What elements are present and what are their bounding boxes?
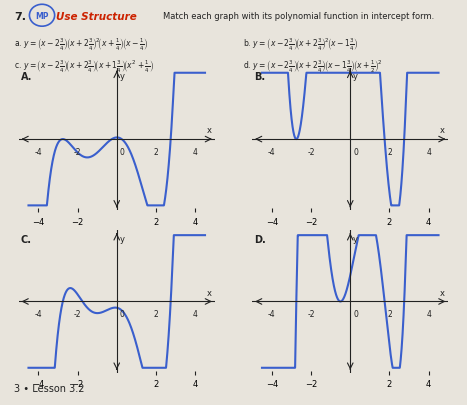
- Text: x: x: [206, 126, 212, 135]
- Text: 7.: 7.: [14, 12, 26, 22]
- Text: -4: -4: [268, 309, 276, 319]
- Text: MP: MP: [35, 12, 49, 21]
- Text: c. $y=\left(x-2\frac{3}{4}\right)\!\left(x+2\frac{3}{4}\right)\!\left(x+1\frac{3: c. $y=\left(x-2\frac{3}{4}\right)\!\left…: [14, 59, 154, 75]
- Text: -2: -2: [74, 309, 81, 319]
- Text: x: x: [440, 288, 445, 297]
- Text: B.: B.: [254, 72, 265, 82]
- Text: -2: -2: [307, 309, 315, 319]
- Text: Use Structure: Use Structure: [56, 12, 137, 22]
- Text: D.: D.: [254, 234, 266, 244]
- Text: 0: 0: [120, 147, 125, 157]
- Text: 2: 2: [154, 147, 158, 157]
- Text: 4: 4: [426, 309, 431, 319]
- Text: y: y: [353, 72, 358, 81]
- Text: y: y: [120, 72, 125, 81]
- Text: 0: 0: [120, 309, 125, 319]
- Text: 0: 0: [353, 309, 358, 319]
- Text: 2: 2: [387, 147, 392, 157]
- Text: b. $y=\left(x-2\frac{3}{4}\right)\!\left(x+2\frac{3}{4}\right)^{\!2}\!\left(x-1\: b. $y=\left(x-2\frac{3}{4}\right)\!\left…: [243, 36, 358, 53]
- Text: a. $y=\left(x-2\frac{3}{4}\right)\!\left(x+2\frac{3}{4}\right)^{\!2}\!\left(x+\f: a. $y=\left(x-2\frac{3}{4}\right)\!\left…: [14, 36, 149, 53]
- Text: 2: 2: [387, 309, 392, 319]
- Text: 4: 4: [426, 147, 431, 157]
- Text: y: y: [120, 234, 125, 243]
- Text: Match each graph with its polynomial function in intercept form.: Match each graph with its polynomial fun…: [163, 12, 435, 21]
- Text: y: y: [353, 234, 358, 243]
- Text: C.: C.: [21, 234, 32, 244]
- Text: 4: 4: [193, 147, 198, 157]
- Text: -2: -2: [74, 147, 81, 157]
- Text: 2: 2: [154, 309, 158, 319]
- Text: d. $y=\left(x-2\frac{3}{4}\right)\!\left(x+2\frac{3}{4}\right)\!\left(x-1\frac{3: d. $y=\left(x-2\frac{3}{4}\right)\!\left…: [243, 59, 382, 75]
- Text: 4: 4: [193, 309, 198, 319]
- Text: -4: -4: [35, 147, 42, 157]
- Text: 0: 0: [353, 147, 358, 157]
- Text: -4: -4: [35, 309, 42, 319]
- Text: 3 • Lesson 3.2: 3 • Lesson 3.2: [14, 383, 85, 393]
- Text: -4: -4: [268, 147, 276, 157]
- Text: x: x: [440, 126, 445, 135]
- Text: -2: -2: [307, 147, 315, 157]
- Text: x: x: [206, 288, 212, 297]
- Text: A.: A.: [21, 72, 32, 82]
